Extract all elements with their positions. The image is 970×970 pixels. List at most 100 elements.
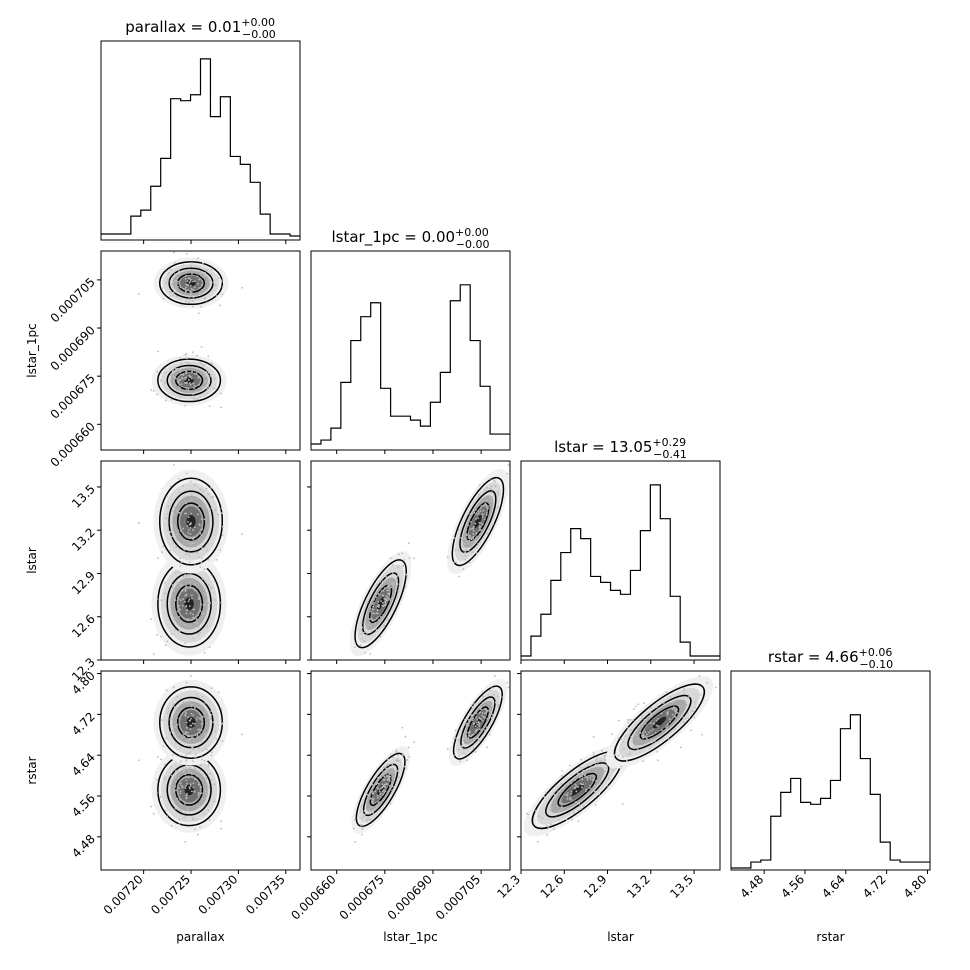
sample-point — [408, 557, 411, 559]
x-tick-label: 12.9 — [581, 872, 610, 901]
x-axis-label-lstar_1pc: lstar_1pc — [383, 930, 437, 944]
sample-point — [484, 488, 486, 491]
sample-point — [648, 731, 650, 734]
sample-point — [201, 262, 204, 265]
sample-point — [661, 729, 663, 732]
sample-point — [188, 523, 191, 526]
sample-point — [383, 625, 386, 628]
sample-point — [467, 524, 470, 527]
sample-point — [372, 797, 375, 800]
sample-point — [368, 819, 371, 821]
sample-point — [204, 274, 207, 277]
sample-point — [706, 681, 709, 684]
sample-point — [200, 284, 203, 286]
sample-point — [169, 725, 172, 727]
sample-point — [197, 282, 199, 285]
density-level-1-4 — [186, 717, 196, 728]
sample-point — [190, 522, 192, 524]
sample-point — [173, 251, 175, 254]
sample-point — [481, 702, 484, 704]
sample-point — [586, 777, 589, 779]
sample-point — [174, 527, 177, 530]
sample-point — [397, 566, 400, 568]
sample-point — [365, 613, 368, 616]
sample-point — [493, 675, 496, 678]
sample-point — [183, 293, 186, 296]
sample-point — [391, 785, 394, 788]
sample-point — [173, 686, 175, 689]
axes-frame — [520, 460, 721, 661]
sample-point — [198, 278, 200, 281]
sample-point — [199, 826, 202, 829]
sample-point — [557, 790, 560, 793]
sample-point — [575, 785, 578, 788]
sample-point — [202, 375, 205, 378]
sample-point — [604, 754, 607, 757]
sample-point — [625, 759, 628, 762]
sample-point — [171, 718, 173, 721]
sample-point — [391, 564, 394, 566]
sample-point — [209, 718, 212, 720]
sample-point — [199, 713, 202, 716]
sample-point — [654, 731, 657, 734]
sample-point — [160, 599, 163, 602]
sample-point — [582, 783, 585, 786]
sample-point — [177, 598, 180, 601]
sample-point — [376, 796, 379, 799]
sample-point — [477, 721, 480, 723]
sample-point — [377, 802, 379, 805]
sample-point — [384, 786, 387, 789]
sample-point — [476, 718, 478, 721]
sample-point — [199, 488, 202, 491]
sample-point — [180, 784, 183, 787]
sample-point — [207, 765, 210, 768]
sample-point — [465, 722, 468, 725]
sample-point — [474, 725, 477, 728]
sample-point — [185, 811, 187, 814]
sample-point — [568, 764, 571, 767]
sample-point — [191, 261, 193, 264]
sample-point — [167, 505, 170, 508]
sample-point — [690, 729, 693, 732]
sample-point — [170, 824, 173, 827]
sample-point — [406, 574, 408, 577]
x-tick-label: 4.80 — [901, 872, 930, 901]
sample-point — [171, 283, 173, 285]
sample-point — [205, 487, 208, 490]
sample-point — [197, 513, 199, 516]
sample-point — [173, 734, 175, 737]
sample-point — [177, 381, 180, 384]
sample-point — [172, 619, 175, 622]
sample-point — [385, 595, 388, 598]
sample-point — [204, 701, 207, 704]
sample-point — [397, 553, 400, 556]
sample-point — [378, 788, 381, 791]
sample-point — [458, 760, 461, 763]
sample-point — [185, 564, 188, 567]
contour-1-0 — [159, 477, 224, 566]
sample-point — [189, 584, 192, 587]
sample-point — [207, 558, 210, 561]
sample-point — [152, 652, 155, 655]
sample-point — [200, 346, 203, 348]
sample-point — [197, 793, 200, 796]
sample-point — [407, 542, 410, 545]
sample-point — [379, 787, 382, 790]
sample-point — [381, 580, 384, 583]
sample-point — [152, 812, 155, 815]
sample-point — [471, 527, 474, 530]
sample-point — [476, 723, 479, 726]
sample-point — [484, 503, 487, 506]
sample-point — [639, 723, 642, 726]
sample-point — [179, 792, 182, 795]
sample-point — [408, 756, 411, 758]
sample-point — [185, 681, 188, 684]
sample-point — [179, 754, 182, 757]
sample-point — [474, 539, 477, 542]
sample-point — [175, 295, 178, 298]
sample-point — [585, 776, 588, 779]
sample-point — [466, 759, 468, 762]
sample-point — [200, 741, 203, 743]
sample-point — [404, 586, 407, 589]
sample-point — [474, 508, 477, 511]
